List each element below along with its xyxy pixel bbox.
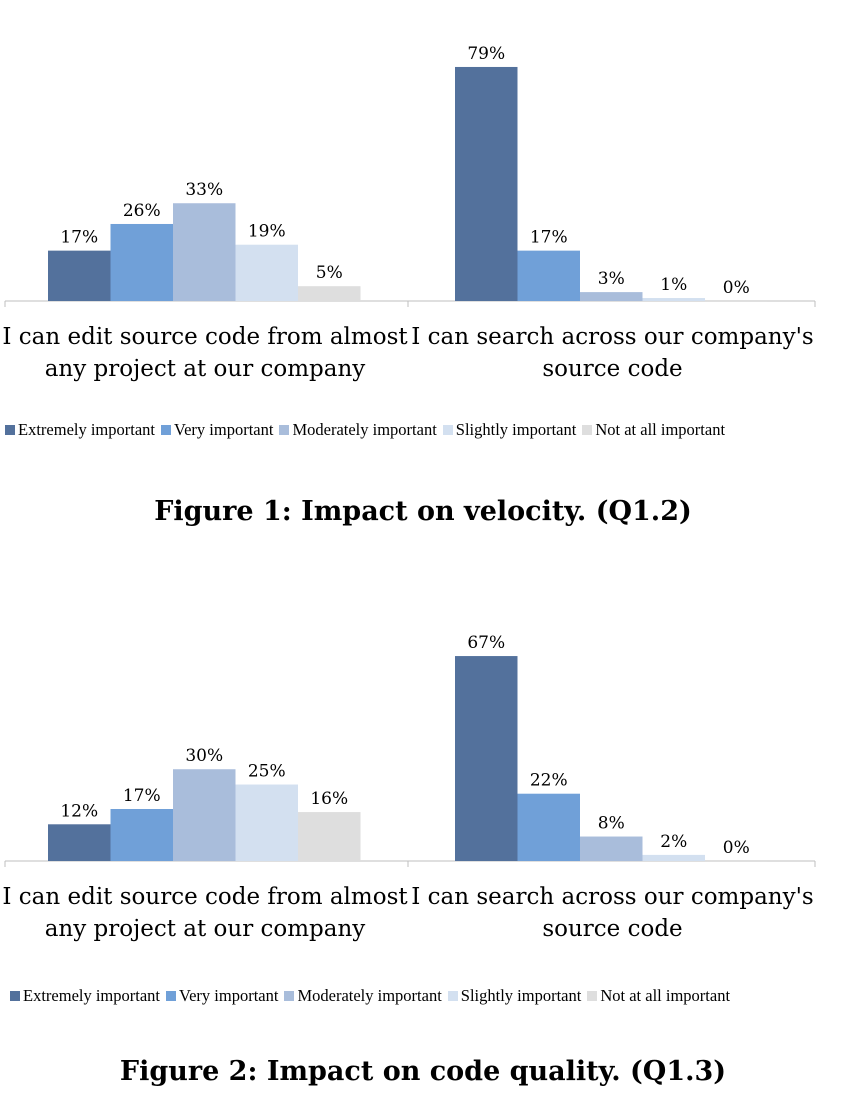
figure-2-chart: 12% 17% 30% 25% 16% 67% 22% 8% 2% 0% [4,633,816,867]
data-label-not-at-all-important-1: 5% [316,263,343,283]
legend-label: Very important [179,986,279,1005]
legend-swatch [279,425,290,435]
data-label-slightly-important-1: 19% [248,222,286,242]
bar-extremely-important-2 [455,66,518,302]
figure-2-category-label-0: I can edit source code from almost any p… [0,881,410,945]
bar-extremely-important-1 [48,250,111,301]
bar-very-important-1 [110,223,173,301]
data-label-slightly-important-2: 1% [660,275,687,295]
data-label-extremely-important-2: 79% [467,44,505,64]
bar-moderately-important-1 [173,769,236,861]
bar-moderately-important-1 [173,203,236,301]
bar-very-important-1 [110,809,173,861]
bar-extremely-important-2 [455,656,518,861]
figure-1-category-1-line-2: source code [542,356,683,382]
legend-item-not-at-all-important: Not at all important [587,986,730,1006]
legend-item-extremely-important: Extremely important [5,420,155,440]
bar-very-important-2 [517,793,580,861]
bar-moderately-important-2 [580,836,643,861]
bar-moderately-important-2 [580,292,643,301]
legend-swatch [161,425,172,435]
legend-item-moderately-important: Moderately important [279,420,437,440]
figure-1-category-label-0: I can edit source code from almost any p… [0,321,410,385]
legend-label: Extremely important [23,986,161,1005]
legend-swatch [10,991,20,1001]
figure-1-category-label-1: I can search across our company's source… [410,321,815,385]
data-label-not-at-all-important-1: 16% [310,789,348,809]
data-label-not-at-all-important-2: 0% [723,838,750,858]
figure-1-category-0-line-2: any project at our company [44,356,366,382]
legend-item-moderately-important: Moderately important [284,986,442,1006]
figure-1-legend: Extremely important Very important Moderat… [5,420,731,440]
data-label-very-important-1: 26% [123,201,161,221]
figure-2: 12% 17% 30% 25% 16% 67% 22% 8% 2% 0% I can edit s… [0,560,846,1116]
legend-swatch [442,425,453,435]
data-label-slightly-important-2: 2% [660,832,687,852]
bar-slightly-important-1 [235,784,298,861]
figure-2-category-0-line-2: any project at our company [44,916,366,942]
figure-2-legend: Extremely important Very important Moderat… [10,986,736,1006]
data-label-extremely-important-1: 17% [60,228,98,248]
bar-extremely-important-1 [48,824,111,861]
figure-1: 17% 26% 33% 19% 5% 79% 17% 3% 1% 0% I can edit so… [0,44,816,527]
legend-swatch [284,991,295,1001]
legend-item-slightly-important: Slightly important [442,420,577,440]
data-label-moderately-important-1: 30% [185,746,223,766]
legend-label: Moderately important [297,986,442,1005]
legend-label: Not at all important [595,420,726,439]
legend-item-not-at-all-important: Not at all important [582,420,725,440]
legend-label: Moderately important [292,420,437,439]
data-label-slightly-important-1: 25% [248,762,286,782]
figure-2-category-1-line-1: I can search across our company's [411,884,814,910]
figure-2-category-label-1: I can search across our company's source… [410,881,815,945]
data-label-very-important-2: 17% [530,228,568,248]
data-label-moderately-important-2: 3% [598,269,625,289]
legend-swatch [166,991,177,1001]
figure-2-category-0-line-1: I can edit source code from almost [2,884,408,910]
bar-slightly-important-1 [235,244,298,301]
bar-very-important-2 [517,250,580,301]
figure-1-category-1-line-1: I can search across our company's [411,324,814,350]
legend-label: Slightly important [460,986,582,1005]
data-label-not-at-all-important-2: 0% [723,278,750,298]
figure-1-category-0-line-1: I can edit source code from almost [2,324,408,350]
figure-2-caption: Figure 2: Impact on code quality. (Q1.3) [119,1056,727,1087]
figure-2-category-1-line-2: source code [542,916,683,942]
legend-item-very-important: Very important [166,986,278,1006]
bar-not-at-all-important-1 [298,286,361,301]
data-label-extremely-important-2: 67% [467,633,505,653]
legend-label: Extremely important [18,420,156,439]
data-label-moderately-important-1: 33% [185,180,223,200]
bar-not-at-all-important-1 [298,812,361,861]
legend-swatch [587,991,598,1001]
data-label-extremely-important-1: 12% [60,801,98,821]
legend-item-very-important: Very important [161,420,273,440]
legend-label: Not at all important [600,986,731,1005]
legend-swatch [447,991,458,1001]
legend-label: Slightly important [455,420,577,439]
bar-slightly-important-2 [642,854,705,861]
legend-swatch [582,425,593,435]
legend-item-extremely-important: Extremely important [10,986,160,1006]
bar-slightly-important-2 [642,298,705,301]
figure-1-chart: 17% 26% 33% 19% 5% 79% 17% 3% 1% 0% [4,44,816,307]
figure-1-caption: Figure 1: Impact on velocity. (Q1.2) [154,496,692,527]
legend-item-slightly-important: Slightly important [447,986,582,1006]
data-label-very-important-2: 22% [530,771,568,791]
data-label-moderately-important-2: 8% [598,814,625,834]
legend-swatch [5,425,15,435]
legend-label: Very important [174,420,274,439]
data-label-very-important-1: 17% [123,786,161,806]
